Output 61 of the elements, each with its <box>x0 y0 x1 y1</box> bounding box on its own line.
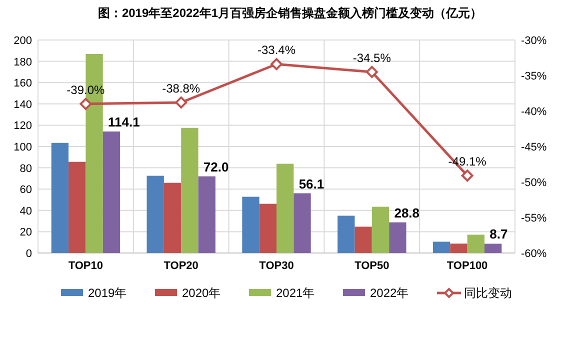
data-label: 72.0 <box>203 159 229 174</box>
point <box>270 58 282 70</box>
x-tick-label: TOP50 <box>354 260 390 272</box>
y-tick-label: 200 <box>14 35 32 47</box>
data-label: -33.4% <box>257 43 296 58</box>
x-tick-label: TOP10 <box>68 260 104 272</box>
bar <box>181 128 198 253</box>
point <box>461 170 474 182</box>
point <box>366 66 378 78</box>
bar <box>102 131 120 253</box>
data-label: -34.5% <box>352 50 392 65</box>
y-tick-label: 100 <box>14 142 32 154</box>
bar <box>242 196 260 253</box>
x-tick-label: TOP30 <box>259 260 294 272</box>
data-label: 56.1 <box>298 176 324 192</box>
bar <box>372 206 390 253</box>
y2-tick-label: -30% <box>521 35 547 47</box>
legend-label: 2021年 <box>276 286 315 300</box>
legend-label: 2019年 <box>88 286 127 300</box>
bar <box>354 226 372 253</box>
legend-label: 2020年 <box>182 286 221 300</box>
x-tick-label: TOP20 <box>164 260 198 272</box>
data-label: 28.8 <box>394 205 420 220</box>
y2-tick-label: -45% <box>521 142 547 154</box>
y-tick-label: 60 <box>20 184 32 196</box>
y2-tick-label: -50% <box>521 177 547 189</box>
legend-label: 同比变动 <box>464 286 512 300</box>
y-tick-label: 180 <box>14 56 32 68</box>
bar <box>164 182 182 253</box>
bar <box>450 244 468 253</box>
y-tick-label: 40 <box>20 205 32 218</box>
bar <box>338 216 355 253</box>
bar <box>432 242 450 253</box>
bar <box>198 176 216 253</box>
y-tick-label: 160 <box>14 78 32 90</box>
y2-tick-label: -40% <box>521 106 547 118</box>
bar <box>294 193 311 253</box>
y-tick-label: 140 <box>14 98 32 111</box>
legend-label: 2022年 <box>370 286 409 300</box>
data-label: -38.8% <box>162 81 200 96</box>
data-label: 114.1 <box>108 114 140 130</box>
point <box>80 98 92 110</box>
bar <box>259 204 276 253</box>
y2-tick-label: -55% <box>521 212 547 224</box>
bar <box>68 162 86 253</box>
bar <box>146 176 164 253</box>
y2-tick-label: -60% <box>521 248 547 260</box>
data-label: 8.7 <box>490 226 508 242</box>
y2-tick-label: -35% <box>521 70 547 82</box>
chart-title: 图：2019年至2022年1月百强房企销售操盘金额入榜门槛及变动（亿元） <box>98 6 482 20</box>
bar <box>484 244 502 253</box>
bar <box>467 234 484 253</box>
x-tick-label: TOP100 <box>446 260 488 272</box>
y-tick-label: 120 <box>14 120 32 132</box>
y-tick-label: 20 <box>20 226 32 239</box>
bar <box>276 164 294 253</box>
bar <box>51 142 69 253</box>
point <box>175 96 188 108</box>
bar <box>389 222 406 253</box>
y-tick-label: 0 <box>26 248 32 260</box>
y-tick-label: 80 <box>20 162 32 175</box>
